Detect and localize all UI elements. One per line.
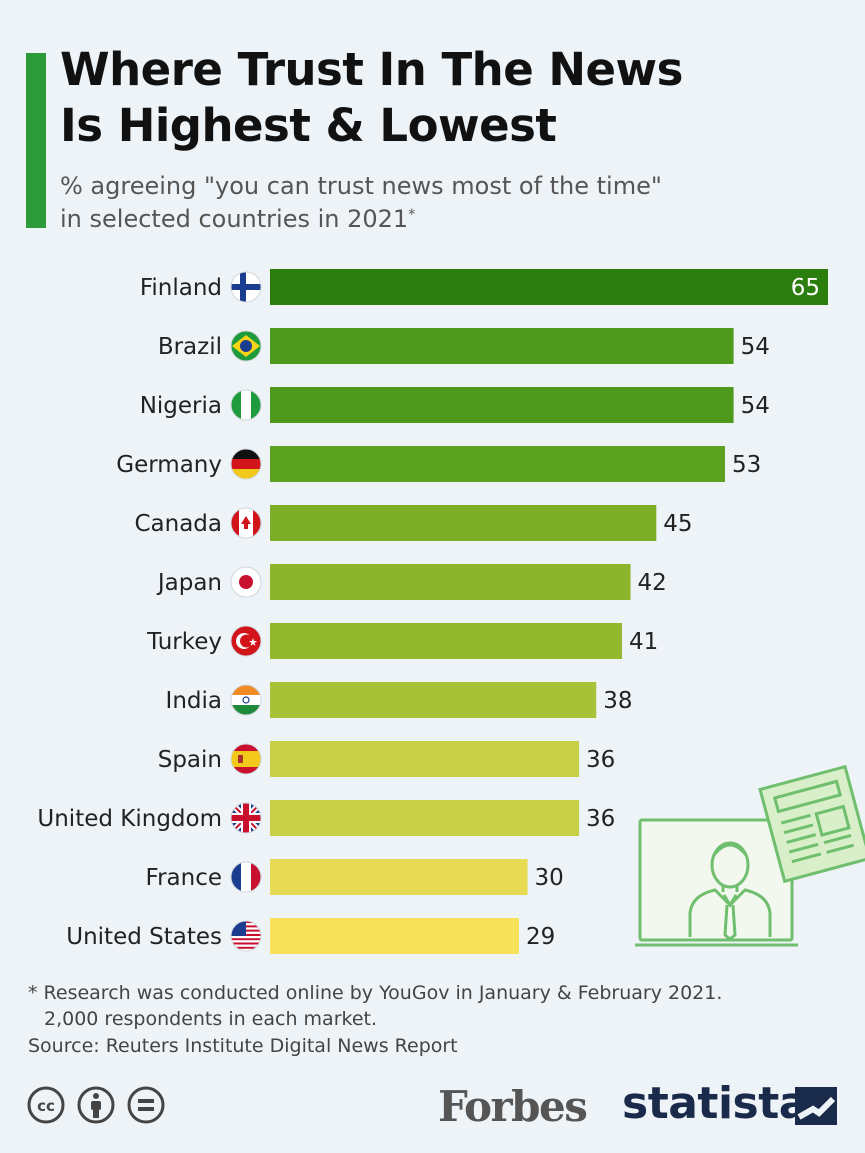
value-label: 65	[791, 275, 820, 301]
chart-title: Where Trust In The News Is Highest & Low…	[60, 42, 683, 154]
category-label: Japan	[156, 570, 222, 596]
united-kingdom-flag-icon	[230, 802, 262, 834]
value-label: 54	[741, 393, 770, 419]
japan-flag-icon	[230, 566, 262, 598]
value-label: 54	[741, 334, 770, 360]
bar	[270, 328, 734, 364]
no-derivatives-icon[interactable]	[126, 1085, 166, 1125]
category-label: Turkey	[146, 629, 222, 655]
france-flag-icon	[230, 861, 262, 893]
category-label: Finland	[140, 275, 222, 301]
title-line-2: Is Highest & Lowest	[60, 99, 557, 152]
bar	[270, 564, 631, 600]
chart-subtitle: % agreeing "you can trust news most of t…	[60, 170, 662, 236]
category-label: Brazil	[158, 334, 222, 360]
statista-logo-mark	[795, 1087, 837, 1125]
license-icons: cc	[26, 1085, 166, 1125]
value-label: 42	[638, 570, 667, 596]
attribution-icon[interactable]	[76, 1085, 116, 1125]
title-line-1: Where Trust In The News	[60, 43, 683, 96]
title-accent-bar	[26, 53, 46, 228]
germany-flag-icon	[230, 448, 262, 480]
category-label: India	[166, 688, 222, 714]
subtitle-marker: *	[408, 207, 416, 223]
bar	[270, 741, 580, 777]
value-label: 41	[629, 629, 658, 655]
bar	[270, 269, 828, 305]
turkey-flag-icon	[230, 625, 262, 657]
subtitle-line-2: in selected countries in 2021	[60, 205, 409, 233]
value-label: 36	[586, 806, 615, 832]
value-label: 36	[586, 747, 615, 773]
value-label: 30	[535, 865, 564, 891]
category-label: Canada	[134, 511, 222, 537]
bar	[270, 800, 580, 836]
bar-chart: Finland 65 Brazil 54 Nigeria 54 Germany 53 Canad…	[37, 269, 828, 954]
bar	[270, 623, 622, 659]
footnote-line-1: * Research was conducted online by YouGo…	[28, 982, 723, 1004]
finland-flag-icon	[230, 271, 262, 303]
category-label: Nigeria	[140, 393, 222, 419]
category-label: Germany	[116, 452, 222, 478]
united-states-flag-icon	[230, 920, 262, 952]
value-label: 45	[663, 511, 692, 537]
subtitle-line-2-wrap: in selected countries in 2021*	[60, 203, 662, 236]
bar	[270, 918, 519, 954]
footnote-line-2: 2,000 respondents in each market.	[44, 1008, 378, 1030]
value-label: 38	[603, 688, 632, 714]
spain-flag-icon	[230, 743, 262, 775]
category-label: Spain	[158, 747, 222, 773]
svg-text:cc: cc	[37, 1097, 55, 1115]
nigeria-flag-icon	[230, 389, 262, 421]
bar	[270, 859, 528, 895]
bar	[270, 505, 657, 541]
bar	[270, 387, 734, 423]
value-label: 29	[526, 924, 555, 950]
value-label: 53	[732, 452, 761, 478]
india-flag-icon	[230, 684, 262, 716]
bar	[270, 446, 725, 482]
creative-commons-icon[interactable]: cc	[26, 1085, 66, 1125]
bar	[270, 682, 597, 718]
category-label: United Kingdom	[37, 806, 222, 832]
canada-flag-icon	[230, 507, 262, 539]
forbes-logo: Forbes	[438, 1082, 588, 1131]
footnote: * Research was conducted online by YouGo…	[28, 980, 722, 1032]
statista-logo: statista	[622, 1078, 808, 1129]
category-label: France	[146, 865, 222, 891]
source-note: Source: Reuters Institute Digital News R…	[28, 1035, 458, 1057]
brazil-flag-icon	[230, 330, 262, 362]
subtitle-line-1: % agreeing "you can trust news most of t…	[60, 172, 662, 200]
news-anchor-illustration	[635, 764, 865, 947]
category-label: United States	[66, 924, 222, 950]
